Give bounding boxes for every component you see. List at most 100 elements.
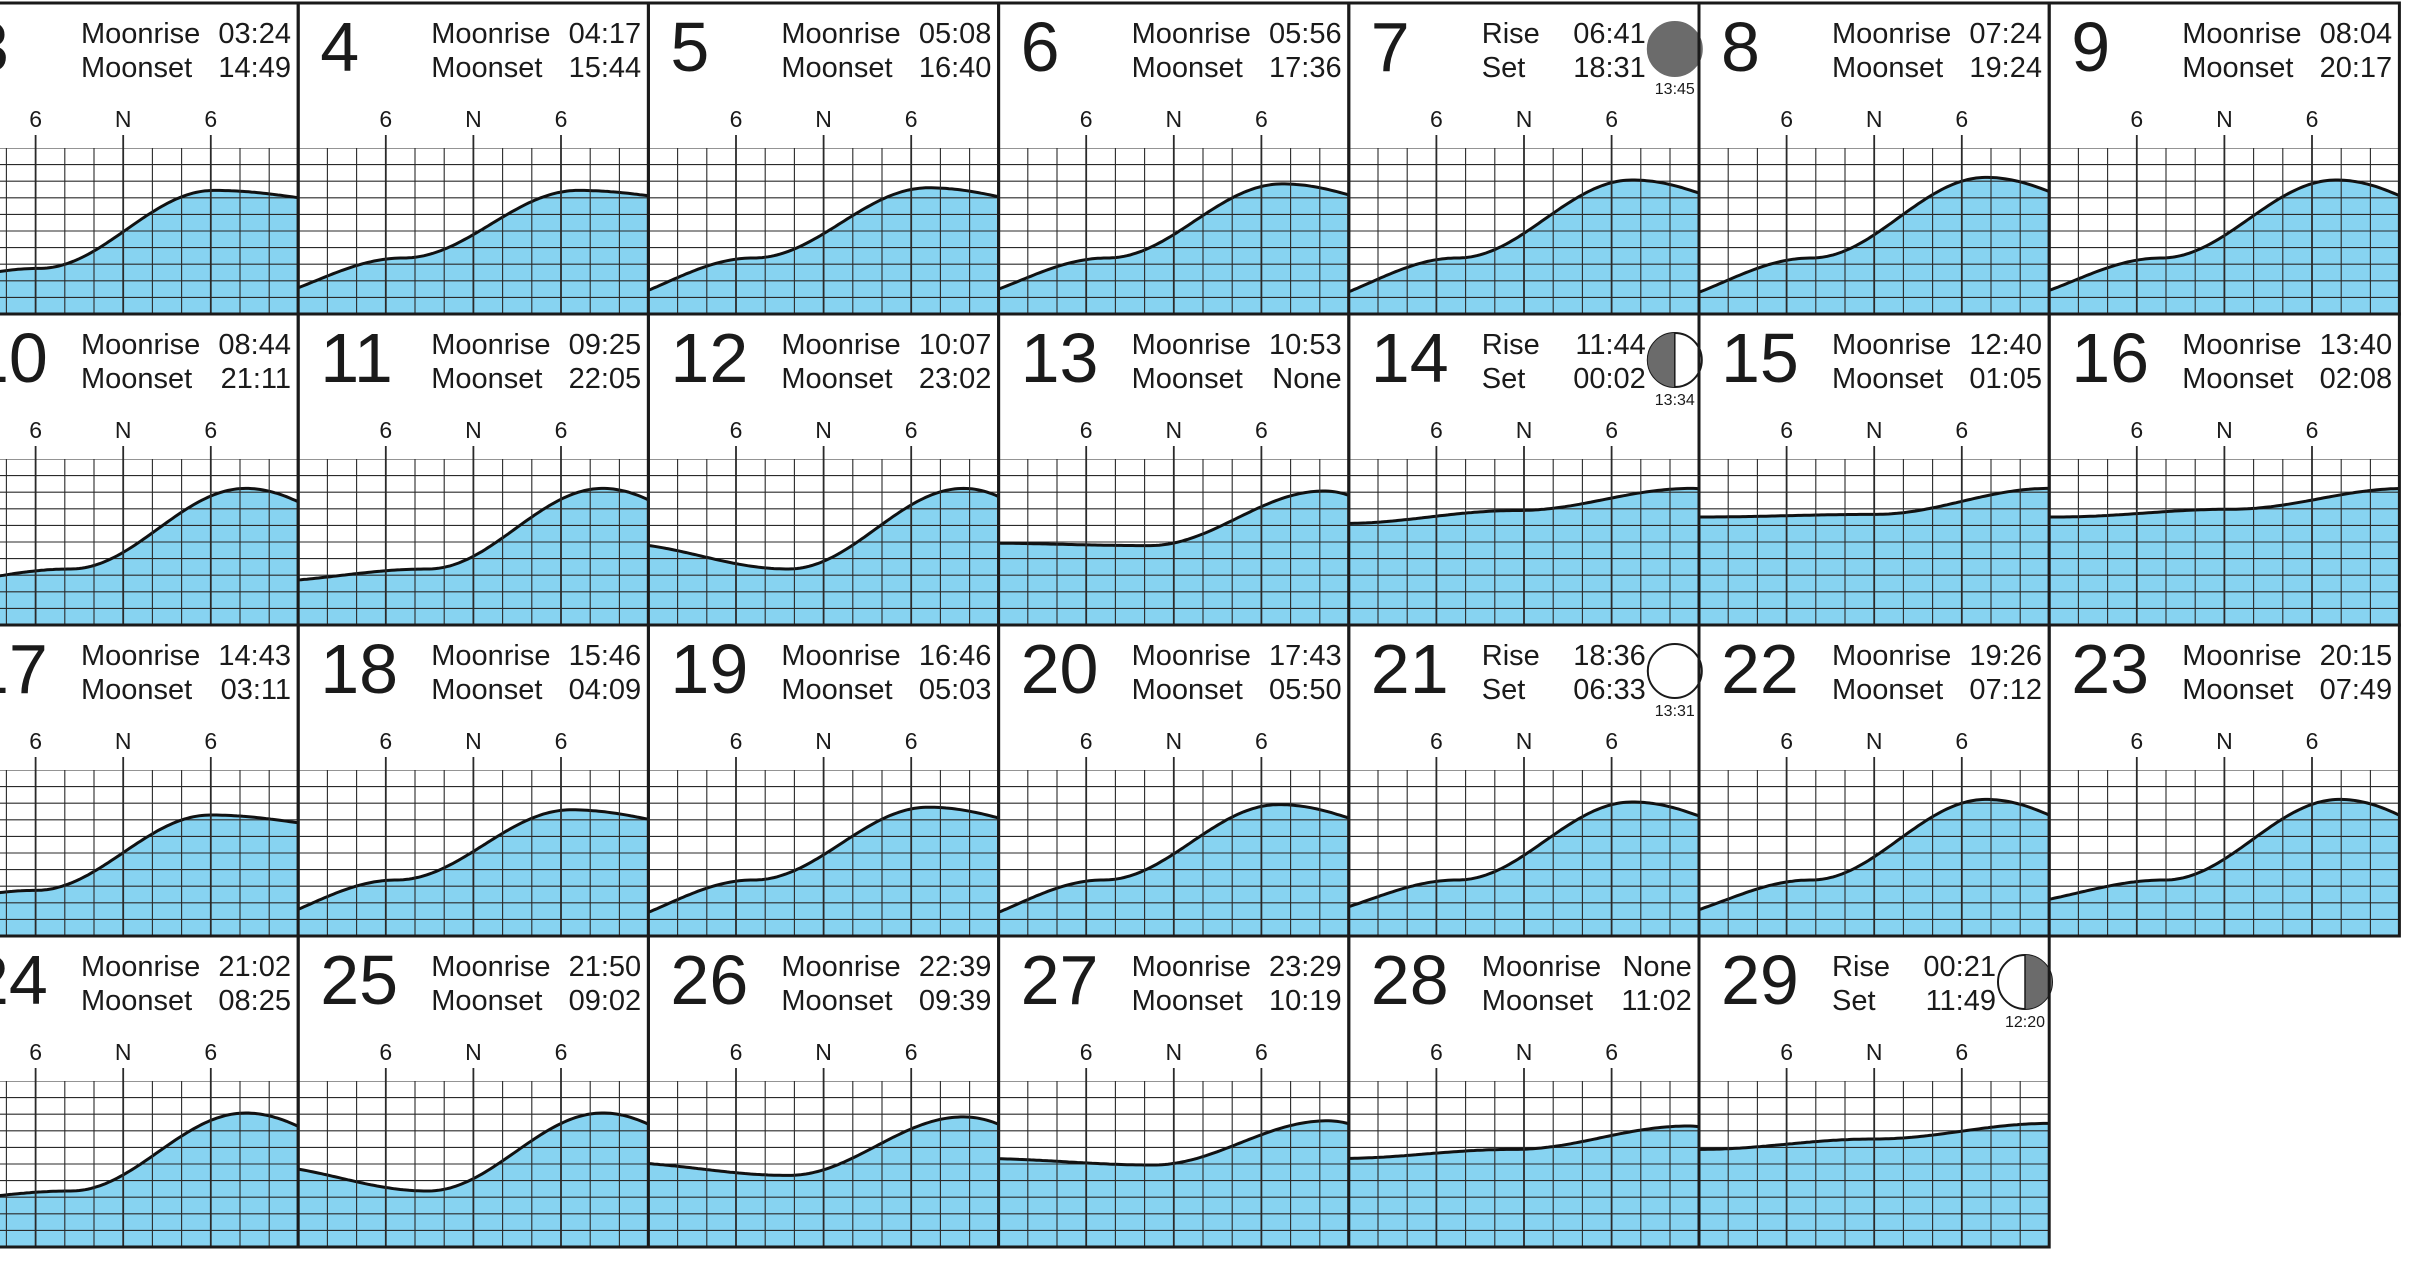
- moonset-label: Moonset: [431, 52, 542, 84]
- moonrise-label: Moonrise: [1832, 329, 1951, 361]
- moonset-time: 17:36: [1269, 52, 1342, 84]
- day-number: 18: [320, 630, 398, 708]
- moonset-label: Moonset: [781, 363, 892, 395]
- tick-label: N: [465, 106, 482, 132]
- moonrise-label: Moonrise: [1832, 18, 1951, 50]
- moonrise-time: 06:41: [1573, 18, 1646, 50]
- tick-label: 6: [1080, 106, 1093, 132]
- tick-label: 6: [1255, 1039, 1268, 1065]
- tick-label: N: [815, 728, 832, 754]
- tick-label: 6: [2130, 417, 2143, 443]
- tick-label: 6: [730, 417, 743, 443]
- moonrise-label: Moonrise: [1832, 640, 1951, 672]
- phase-time: 13:34: [1655, 392, 1695, 409]
- tick-label: 6: [1780, 106, 1793, 132]
- moonset-label: Moonset: [1482, 985, 1593, 1017]
- moonrise-label: Rise: [1482, 329, 1540, 361]
- tick-label: N: [1165, 1039, 1182, 1065]
- tick-label: 6: [1605, 728, 1618, 754]
- moonrise-label: Moonrise: [1132, 18, 1251, 50]
- moonrise-label: Moonrise: [1132, 640, 1251, 672]
- moonset-time: 05:03: [919, 674, 992, 706]
- moonset-label: Moonset: [1132, 363, 1243, 395]
- tick-label: 6: [379, 1039, 392, 1065]
- moonset-label: Moonset: [2182, 363, 2293, 395]
- day-number: 26: [670, 941, 748, 1019]
- day-cell: 6 N 6 21 Rise 18:36 Set 06:33 13:31: [1347, 623, 1703, 938]
- moonrise-label: Moonrise: [81, 951, 200, 983]
- day-number: 14: [1371, 319, 1449, 397]
- moonset-time: 09:39: [919, 985, 992, 1017]
- day-number: 10: [0, 319, 48, 397]
- day-cell: 6 N 6 14 Rise 11:44 Set 00:02 13:34: [1347, 312, 1703, 627]
- tick-label: 6: [1955, 106, 1968, 132]
- new-moon-icon: [1646, 21, 1703, 77]
- phase-time: 13:45: [1655, 81, 1695, 98]
- moonrise-time: 14:43: [218, 640, 291, 672]
- tick-label: N: [115, 728, 132, 754]
- moonset-label: Moonset: [1832, 363, 1943, 395]
- moonrise-time: 16:46: [919, 640, 992, 672]
- tick-label: 6: [730, 106, 743, 132]
- tide-area: [0, 815, 299, 936]
- moonrise-label: Moonrise: [781, 18, 900, 50]
- cell-border: [1697, 934, 2051, 1249]
- day-cell: 6 N 6 18 Moonrise 15:46 Moonset 04:09: [296, 623, 650, 938]
- tick-label: 6: [555, 106, 568, 132]
- day-number: 7: [1371, 8, 1410, 86]
- day-number: 13: [1021, 319, 1099, 397]
- tick-label: N: [1866, 728, 1883, 754]
- moonset-time: 06:33: [1573, 674, 1646, 706]
- moonset-time: 07:49: [2320, 674, 2393, 706]
- tick-label: 6: [1780, 1039, 1793, 1065]
- moonrise-label: Moonrise: [81, 329, 200, 361]
- moonrise-label: Moonrise: [431, 951, 550, 983]
- day-cell: 6 N 6 28 Moonrise None Moonset 11:02: [1347, 934, 1701, 1249]
- tick-label: 6: [1430, 106, 1443, 132]
- moonset-label: Moonset: [781, 674, 892, 706]
- day-number: 12: [670, 319, 748, 397]
- moonrise-time: 10:07: [919, 329, 992, 361]
- moonrise-label: Moonrise: [431, 18, 550, 50]
- moonrise-time: 08:44: [218, 329, 291, 361]
- tick-label: N: [1866, 1039, 1883, 1065]
- tick-label: N: [2216, 106, 2233, 132]
- tide-area: [0, 190, 299, 314]
- tick-label: 6: [379, 106, 392, 132]
- day-number: 20: [1021, 630, 1099, 708]
- moonset-time: 09:02: [569, 985, 642, 1017]
- tick-label: 6: [29, 1039, 42, 1065]
- last-quarter-icon: [1646, 332, 1703, 388]
- moonrise-label: Rise: [1482, 640, 1540, 672]
- full-moon-icon: [1646, 643, 1703, 699]
- moonrise-time: 22:39: [919, 951, 992, 983]
- moonrise-label: Rise: [1482, 18, 1540, 50]
- day-number: 4: [320, 8, 359, 86]
- day-number: 11: [320, 319, 393, 397]
- tick-label: 6: [204, 1039, 217, 1065]
- tick-label: N: [2216, 417, 2233, 443]
- moonset-time: 19:24: [1969, 52, 2042, 84]
- day-cell: 6 N 6 20 Moonrise 17:43 Moonset 05:50: [997, 623, 1351, 938]
- moonset-label: Set: [1482, 674, 1526, 706]
- tick-label: 6: [1605, 1039, 1618, 1065]
- moonrise-time: 20:15: [2320, 640, 2393, 672]
- moonrise-label: Moonrise: [2182, 640, 2301, 672]
- moonrise-time: 05:08: [919, 18, 992, 50]
- day-number: 9: [2071, 8, 2110, 86]
- moonset-label: Moonset: [81, 52, 192, 84]
- moonset-time: None: [1272, 363, 1341, 395]
- moonrise-label: Moonrise: [81, 640, 200, 672]
- moonset-label: Moonset: [81, 985, 192, 1017]
- day-cell: 6 N 6 27 Moonrise 23:29 Moonset 10:19: [997, 934, 1351, 1249]
- day-number: 21: [1371, 630, 1449, 708]
- tick-label: 6: [1430, 728, 1443, 754]
- moonrise-label: Moonrise: [2182, 18, 2301, 50]
- tick-label: 6: [1955, 417, 1968, 443]
- moonset-time: 11:49: [1926, 985, 1996, 1017]
- tick-label: 6: [905, 1039, 918, 1065]
- day-cell: 6 N 6 13 Moonrise 10:53 Moonset None: [997, 312, 1351, 627]
- moonrise-label: Moonrise: [1132, 329, 1251, 361]
- moonrise-time: 18:36: [1573, 640, 1646, 672]
